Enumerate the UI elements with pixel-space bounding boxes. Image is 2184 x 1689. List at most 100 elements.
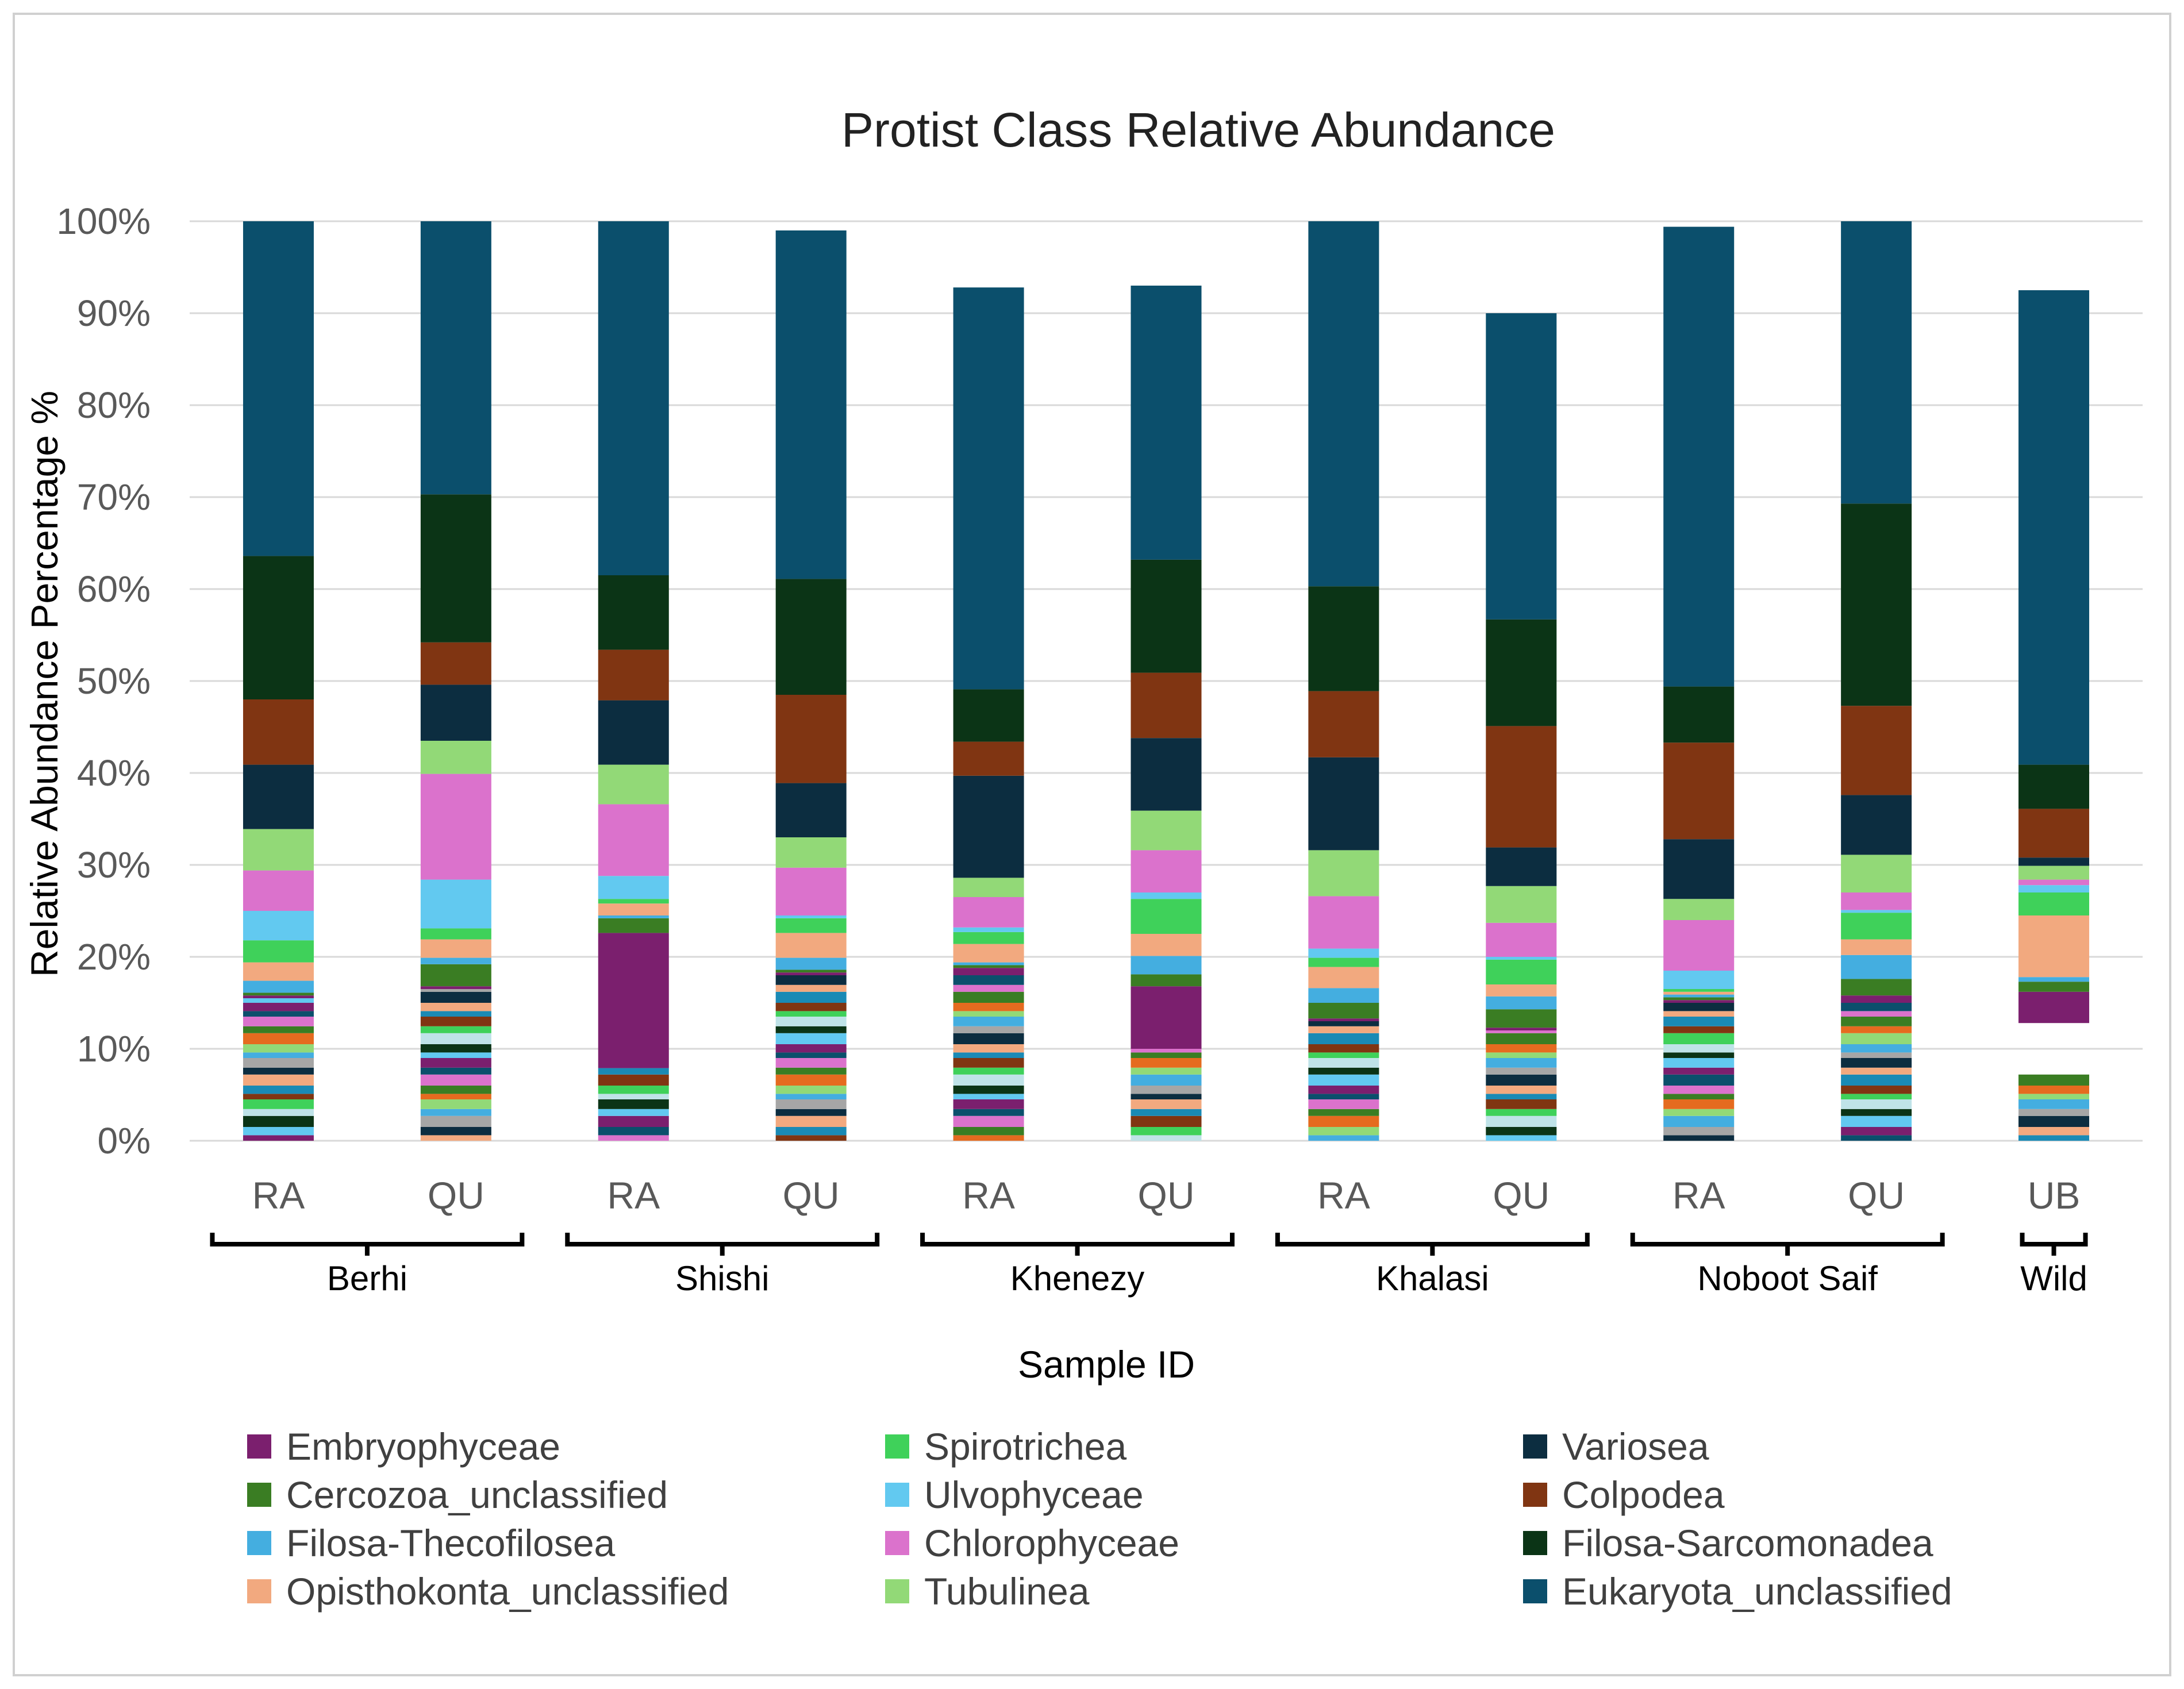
legend-swatch (247, 1483, 271, 1507)
bar-segment-tubulinea (1131, 810, 1202, 851)
legend-swatch (247, 1531, 271, 1555)
bar-segment-minor (2018, 1135, 2090, 1141)
bar-segment-chlorophyceae (598, 804, 669, 876)
bar-segment-colpodea (1308, 691, 1379, 757)
bar-segment-colpodea (1663, 742, 1735, 840)
bar-segment-minor (1131, 1135, 1202, 1141)
bar-segment-minor (2018, 1094, 2090, 1099)
bar-segment-minor (953, 991, 1024, 1003)
bar-segment-variosea (775, 783, 847, 837)
bar-segment-minor (1841, 998, 1912, 1003)
bar-segment-cercozoa-unclassified (598, 918, 669, 933)
legend-label: Ulvophyceae (924, 1473, 1144, 1516)
bar-segment-spirotrichea (2018, 892, 2090, 915)
bar-segment-opisthokonta-unclassified (1486, 984, 1557, 997)
bar-segment-minor (420, 1033, 491, 1044)
bar-segment-minor (953, 1099, 1024, 1109)
bar-segment-embryophyceae (1131, 986, 1202, 1049)
bar-segment-minor (420, 1109, 491, 1116)
bar-segment-minor (598, 1086, 669, 1094)
bar-segment-minor (420, 1026, 491, 1033)
bar-segment-variosea (953, 775, 1024, 878)
bar-segment-embryophyceae (1308, 1018, 1379, 1021)
bar-segment-minor (1663, 1026, 1735, 1033)
bar-segment-minor (953, 1115, 1024, 1127)
bar-segment-minor (1308, 1099, 1379, 1109)
bar-segment-tubulinea (953, 878, 1024, 897)
bar-segment-minor (953, 1094, 1024, 1099)
bar-segment-opisthokonta-unclassified (1131, 934, 1202, 956)
bar-segment-embryophyceae (775, 972, 847, 975)
x-axis-title: Sample ID (1018, 1343, 1195, 1386)
bar-segment-minor (775, 1026, 847, 1033)
bar-segment-opisthokonta-unclassified (1308, 967, 1379, 988)
legend-swatch (1523, 1434, 1547, 1459)
legend-label: Colpodea (1562, 1473, 1725, 1516)
bar-segment-spirotrichea (953, 932, 1024, 944)
legend-label: Filosa-Sarcomonadea (1562, 1522, 1933, 1564)
bar-segment-minor (420, 991, 491, 1003)
bar-segment-minor (1308, 1094, 1379, 1099)
bar-segment-cercozoa-unclassified (775, 969, 847, 973)
bar-segment-eukaryota-unclassified (243, 221, 314, 556)
bar-segment-filosa-thecofilosea (1131, 956, 1202, 975)
bar-segment-spirotrichea (598, 899, 669, 904)
bar-segment-minor (1131, 1074, 1202, 1086)
bar-segment-cercozoa-unclassified (1131, 974, 1202, 987)
bar-segment-ulvophyceae (1663, 971, 1735, 989)
legend-label: Chlorophyceae (924, 1522, 1179, 1564)
bar-segment-tubulinea (1486, 886, 1557, 923)
bar-segment-chlorophyceae (243, 870, 314, 911)
bar-segment-minor (243, 1017, 314, 1026)
bar-segment-eukaryota-unclassified (420, 221, 491, 495)
bar-segment-colpodea (953, 741, 1024, 776)
bar-segment-minor (953, 1017, 1024, 1026)
legend-label: Filosa-Thecofilosea (286, 1522, 616, 1564)
bar-segment-chlorophyceae (1841, 892, 1912, 910)
x-tick-label: QU (1493, 1174, 1549, 1217)
bar-segment-cercozoa-unclassified (1486, 1009, 1557, 1028)
bar-segment-variosea (598, 700, 669, 765)
bar-segment-minor (1308, 1135, 1379, 1141)
bar-segment-minor (420, 1017, 491, 1026)
bar-segment-minor (1486, 1058, 1557, 1068)
x-tick-label: RA (1672, 1174, 1725, 1217)
bar-segment-minor (775, 1127, 847, 1136)
group-label: Khalasi (1376, 1259, 1489, 1298)
bar-segment-minor (1663, 1127, 1735, 1136)
bar-segment-minor (1308, 1021, 1379, 1026)
bar-segment-minor (953, 1052, 1024, 1058)
bar-segment-chlorophyceae (420, 774, 491, 880)
legend-item: Chlorophyceae (885, 1519, 1523, 1567)
bar-segment-cercozoa-unclassified (1663, 997, 1735, 1001)
legend-item: Embryophyceae (247, 1422, 885, 1471)
y-tick-label: 40% (77, 752, 151, 794)
bar-segment-spirotrichea (1308, 957, 1379, 967)
bar-segment-minor (598, 1094, 669, 1099)
bar-segment-colpodea (1841, 706, 1912, 795)
bar-segment-variosea (243, 764, 314, 829)
x-tick-label: QU (783, 1174, 840, 1217)
bar-segment-minor (1663, 1067, 1735, 1075)
bar-segment-filosa-sarcomonadea (1308, 586, 1379, 691)
bar-segment-filosa-sarcomonadea (2018, 764, 2090, 809)
group-label: Wild (2020, 1259, 2087, 1298)
y-tick-label: 80% (77, 384, 151, 426)
bar-segment-minor (775, 1017, 847, 1026)
bar-segment-minor (420, 1086, 491, 1094)
bar-segment-minor (1663, 1044, 1735, 1053)
y-tick-label: 10% (77, 1028, 151, 1069)
bar-segment-variosea (1486, 847, 1557, 886)
bar-segment-minor (598, 1099, 669, 1109)
bar-segment-minor (953, 1127, 1024, 1136)
bar-segment-spirotrichea (1486, 959, 1557, 984)
sample-groups: Berhi Shishi Khenezy Khalasi Noboot Saif Wild (210, 1233, 2088, 1298)
bar-segment-minor (775, 1099, 847, 1109)
bar-segment-eukaryota-unclassified (1131, 286, 1202, 560)
bar-segment-minor (598, 1127, 669, 1136)
bar-segment-minor (1131, 1127, 1202, 1136)
bar-segment-eukaryota-unclassified (2018, 290, 2090, 765)
bar-segment-minor (1841, 1011, 1912, 1017)
bar-segment-variosea (420, 684, 491, 741)
